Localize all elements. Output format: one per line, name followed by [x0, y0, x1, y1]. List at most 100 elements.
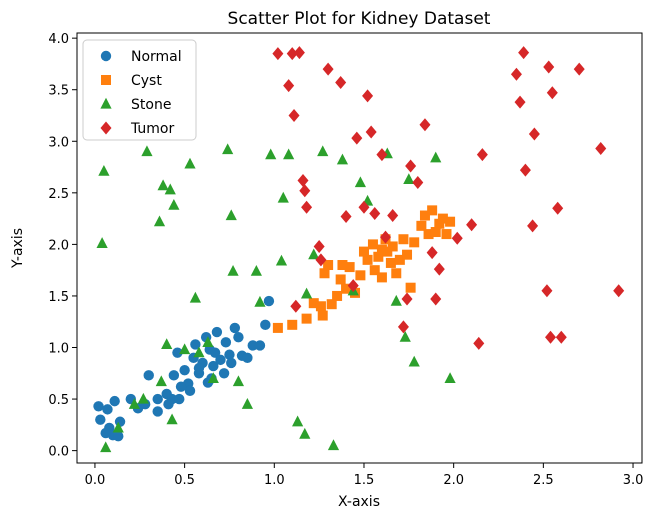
stone-point: [128, 398, 140, 409]
tumor-point: [358, 200, 370, 214]
normal-point: [220, 337, 232, 348]
series-normal: [93, 295, 275, 442]
tumor-point: [518, 46, 530, 60]
legend-marker-normal: [100, 50, 112, 62]
legend-box: [82, 39, 197, 141]
stone-point: [354, 176, 366, 188]
stone-point: [207, 372, 219, 384]
cyst-point: [419, 210, 430, 221]
stone-point: [308, 248, 320, 260]
normal-point: [143, 370, 154, 381]
tumor-point: [451, 231, 463, 245]
stone-point: [327, 439, 340, 451]
stone-point: [184, 157, 196, 169]
normal-point: [168, 370, 180, 381]
legend: Normal Cyst Stone Tumor: [82, 39, 197, 141]
tumor-point: [466, 218, 478, 232]
cyst-point: [427, 205, 438, 216]
tumor-point: [293, 46, 305, 60]
normal-point: [172, 347, 183, 358]
tumor-point: [351, 131, 363, 145]
tumor-point: [543, 60, 555, 74]
normal-point: [260, 319, 271, 331]
stone-point: [250, 265, 262, 276]
stone-point: [141, 145, 153, 157]
normal-point: [242, 352, 253, 364]
normal-point: [184, 385, 196, 397]
stone-point: [96, 237, 108, 248]
tumor-point: [299, 184, 311, 198]
normal-point: [109, 395, 120, 407]
cyst-point: [355, 270, 366, 281]
normal-point: [193, 362, 205, 374]
tumor-point: [595, 141, 607, 155]
y-axis-label: Y-axis: [10, 228, 26, 269]
cyst-point: [402, 249, 413, 260]
tumor-point: [546, 86, 558, 100]
legend-marker-stone: [100, 97, 112, 109]
y-tick-label: 1.0: [48, 342, 69, 357]
stone-point: [403, 173, 415, 185]
tumor-point: [272, 47, 284, 61]
tumor-point: [552, 201, 564, 215]
legend-label-tumor: Tumor: [130, 121, 175, 137]
legend-label-normal: Normal: [131, 49, 182, 65]
tumor-point: [340, 210, 352, 224]
cyst-point: [367, 239, 378, 250]
normal-point: [218, 368, 230, 379]
normal-point: [102, 404, 113, 415]
x-axis-label: X-axis: [338, 494, 380, 510]
tumor-point: [322, 62, 334, 76]
cyst-point: [398, 234, 409, 245]
stone-point: [168, 199, 180, 210]
stone-point: [399, 330, 411, 342]
cyst-point: [315, 301, 326, 312]
plot-frame: [76, 32, 643, 464]
tumor-point: [397, 320, 409, 334]
tumor-point: [476, 148, 488, 162]
stone-point: [153, 215, 166, 227]
normal-point: [179, 364, 190, 376]
normal-point: [233, 331, 244, 343]
y-tick-label: 0.0: [48, 445, 69, 460]
normal-point: [113, 430, 124, 442]
tumor-point: [387, 209, 399, 223]
stone-point: [299, 427, 311, 439]
chart-title: Scatter Plot for Kidney Dataset: [228, 9, 491, 29]
tumor-point: [430, 292, 442, 306]
normal-point: [247, 340, 258, 351]
stone-point: [275, 254, 288, 266]
legend-label-stone: Stone: [131, 97, 171, 113]
x-tick-label: 1.0: [264, 473, 285, 488]
tumor-point: [613, 284, 625, 298]
tumor-point: [405, 159, 417, 173]
stone-point: [193, 346, 205, 358]
cyst-point: [382, 246, 393, 257]
stone-point: [98, 164, 110, 176]
cyst-point: [341, 283, 352, 294]
normal-point: [229, 322, 241, 334]
cyst-point: [323, 260, 334, 271]
cyst-point: [391, 268, 402, 279]
tumor-point: [286, 47, 298, 61]
tumor-point: [297, 173, 309, 187]
stone-point: [137, 392, 149, 404]
tumor-point: [301, 200, 313, 214]
cyst-point: [272, 322, 283, 333]
tumor-point: [473, 336, 485, 350]
cyst-point: [358, 246, 369, 257]
cyst-point: [344, 262, 355, 273]
normal-point: [224, 349, 235, 360]
cyst-point: [385, 257, 396, 268]
y-axis: 0.0 0.5 1.0 1.5 2.0 2.5 3.0 3.5 4.0: [48, 32, 77, 460]
stone-point: [157, 179, 169, 191]
tumor-point: [541, 284, 553, 298]
cyst-point: [369, 265, 380, 276]
legend-marker-cyst: [101, 75, 111, 85]
cyst-point: [441, 229, 452, 240]
stone-point: [225, 209, 237, 221]
stone-point: [164, 183, 176, 195]
x-tick-label: 3.0: [623, 473, 644, 488]
stone-point: [408, 355, 420, 367]
y-tick-label: 4.0: [48, 32, 69, 47]
